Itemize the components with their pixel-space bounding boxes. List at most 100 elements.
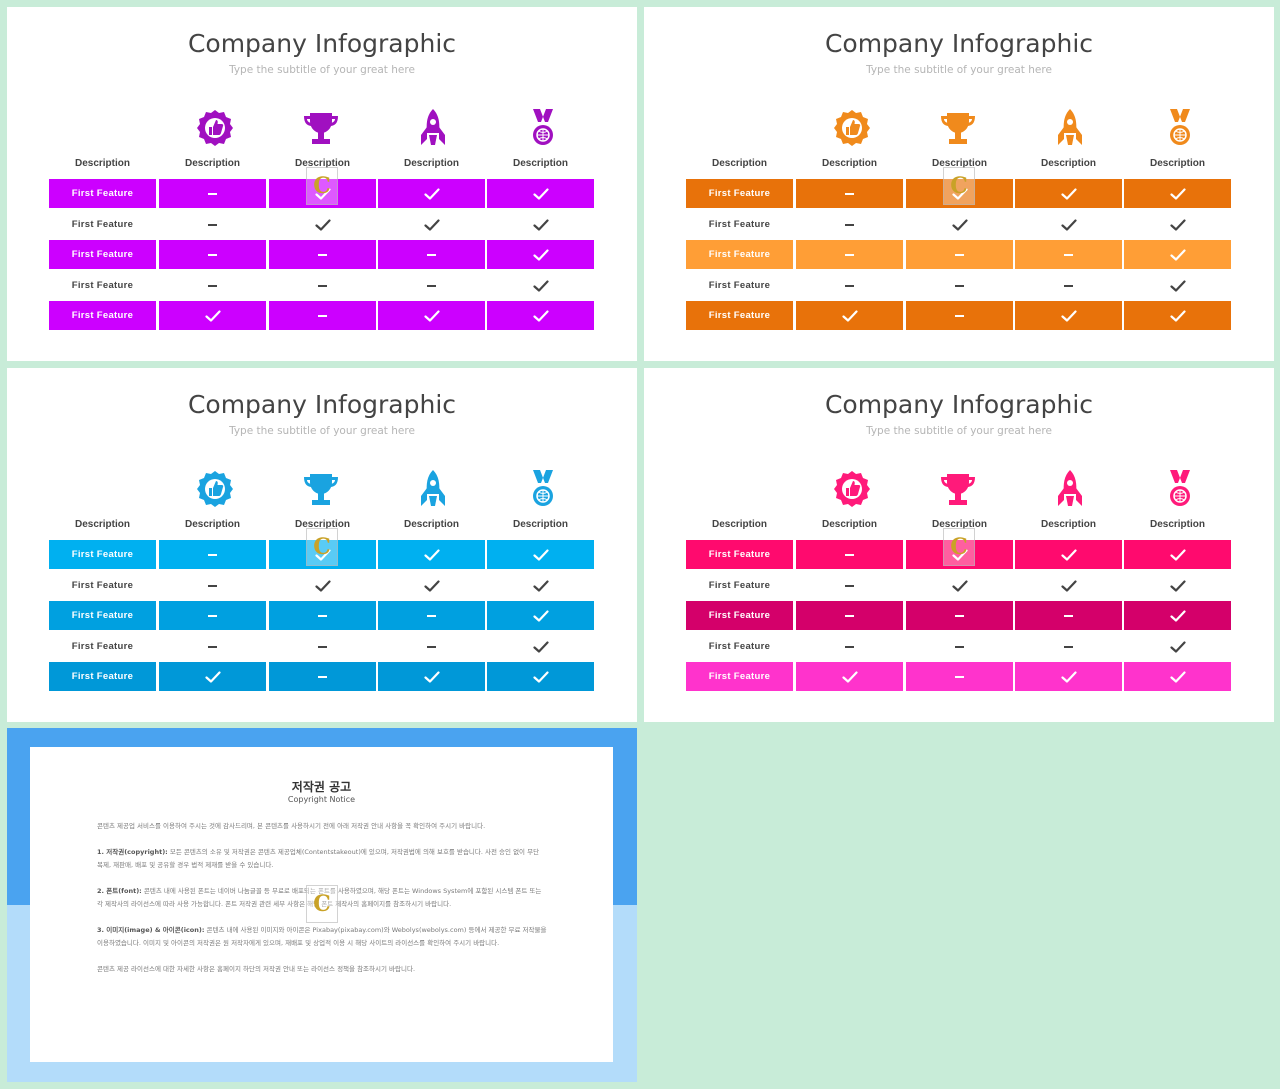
check-icon bbox=[1169, 187, 1186, 200]
rocket-icon bbox=[1048, 468, 1092, 512]
check-icon bbox=[951, 579, 968, 592]
dash-icon bbox=[208, 192, 217, 195]
notice-card: 저작권 공고 Copyright Notice 콘텐츠 제공업 서비스를 이용하… bbox=[30, 747, 613, 1062]
table-cell bbox=[269, 540, 376, 569]
table-cell bbox=[796, 601, 903, 630]
award-badge-icon bbox=[193, 107, 237, 151]
rocket-icon bbox=[411, 107, 455, 151]
table-cell bbox=[159, 540, 266, 569]
dash-icon bbox=[1064, 253, 1073, 256]
table-cell bbox=[796, 179, 903, 208]
table-cell bbox=[269, 601, 376, 630]
table-cell bbox=[487, 271, 594, 300]
check-icon bbox=[314, 187, 331, 200]
check-icon bbox=[423, 579, 440, 592]
column-header: Description bbox=[1149, 158, 1205, 169]
notice-p1-body: 모든 콘텐츠의 소유 및 저작권은 콘텐츠 제공업체(Contentstakeo… bbox=[97, 848, 540, 869]
check-icon bbox=[951, 218, 968, 231]
column-header: Description bbox=[294, 158, 350, 169]
check-icon bbox=[1060, 309, 1077, 322]
dash-icon bbox=[1064, 645, 1073, 648]
table-cell bbox=[269, 571, 376, 600]
table-cell bbox=[1124, 210, 1231, 239]
check-icon bbox=[841, 309, 858, 322]
feature-label: First Feature bbox=[71, 280, 134, 291]
table-cell bbox=[378, 601, 485, 630]
notice-p2-head: 2. 폰트(font): bbox=[97, 887, 142, 895]
rocket-icon bbox=[1048, 107, 1092, 151]
dash-icon bbox=[208, 645, 217, 648]
check-icon bbox=[951, 548, 968, 561]
check-icon bbox=[841, 670, 858, 683]
check-icon bbox=[1169, 279, 1186, 292]
check-icon bbox=[1169, 248, 1186, 261]
table-cell bbox=[1015, 301, 1122, 330]
table-cell bbox=[906, 662, 1013, 691]
slide-subtitle: Type the subtitle of your great here bbox=[866, 64, 1052, 76]
table-cell bbox=[159, 601, 266, 630]
trophy-icon bbox=[299, 107, 343, 151]
dash-icon bbox=[318, 253, 327, 256]
column-header: Description bbox=[403, 519, 459, 530]
check-icon bbox=[314, 579, 331, 592]
table-cell bbox=[906, 271, 1013, 300]
dash-icon bbox=[845, 645, 854, 648]
feature-label: First Feature bbox=[686, 662, 793, 691]
trophy-icon bbox=[936, 107, 980, 151]
feature-label: First Feature bbox=[49, 662, 156, 691]
notice-paragraph-3: 3. 이미지(image) & 아이콘(icon): 콘텐츠 내에 사용된 이미… bbox=[97, 924, 547, 950]
table-cell bbox=[1124, 662, 1231, 691]
table-cell bbox=[378, 179, 485, 208]
column-header: Description bbox=[74, 158, 130, 169]
table-cell bbox=[796, 632, 903, 661]
table-cell bbox=[487, 571, 594, 600]
slide-title: Company Infographic bbox=[824, 29, 1094, 58]
column-header: Description bbox=[294, 519, 350, 530]
dash-icon bbox=[1064, 614, 1073, 617]
table-cell bbox=[1124, 301, 1231, 330]
notice-p3-body: 콘텐츠 내에 사용된 이미지와 아이콘은 Pixabay(pixabay.com… bbox=[97, 926, 547, 947]
table-cell bbox=[159, 240, 266, 269]
notice-p1-head: 1. 저작권(copyright): bbox=[97, 848, 168, 856]
notice-title: 저작권 공고 bbox=[291, 780, 352, 794]
notice-p3-head: 3. 이미지(image) & 아이콘(icon): bbox=[97, 926, 205, 934]
table-cell bbox=[796, 271, 903, 300]
table-cell bbox=[1124, 571, 1231, 600]
feature-label: First Feature bbox=[49, 301, 156, 330]
table-cell bbox=[487, 662, 594, 691]
check-icon bbox=[1169, 548, 1186, 561]
table-cell bbox=[159, 571, 266, 600]
column-header: Description bbox=[403, 158, 459, 169]
dash-icon bbox=[955, 314, 964, 317]
table-cell bbox=[487, 301, 594, 330]
check-icon bbox=[423, 218, 440, 231]
table-cell bbox=[1124, 540, 1231, 569]
slide-subtitle: Type the subtitle of your great here bbox=[229, 425, 415, 437]
medal-icon bbox=[1158, 468, 1202, 512]
dash-icon bbox=[845, 253, 854, 256]
feature-label: First Feature bbox=[49, 179, 156, 208]
dash-icon bbox=[845, 284, 854, 287]
dash-icon bbox=[1064, 284, 1073, 287]
table-cell bbox=[906, 601, 1013, 630]
table-cell bbox=[1015, 632, 1122, 661]
dash-icon bbox=[955, 645, 964, 648]
table-cell bbox=[1124, 271, 1231, 300]
table-cell bbox=[378, 210, 485, 239]
notice-subtitle: Copyright Notice bbox=[287, 795, 356, 804]
check-icon bbox=[532, 640, 549, 653]
check-icon bbox=[532, 609, 549, 622]
feature-label: First Feature bbox=[71, 580, 134, 591]
rocket-icon bbox=[411, 468, 455, 512]
medal-icon bbox=[521, 107, 565, 151]
dash-icon bbox=[318, 675, 327, 678]
table-cell bbox=[378, 662, 485, 691]
table-cell bbox=[487, 210, 594, 239]
table-cell bbox=[378, 301, 485, 330]
table-cell bbox=[1015, 540, 1122, 569]
notice-p2-body: 콘텐츠 내에 사용된 폰트는 네이버 나눔글꼴 등 무료로 배포되는 폰트를 사… bbox=[97, 887, 542, 908]
table-cell bbox=[796, 210, 903, 239]
feature-label: First Feature bbox=[708, 280, 771, 291]
table-cell bbox=[269, 662, 376, 691]
table-cell bbox=[1124, 240, 1231, 269]
